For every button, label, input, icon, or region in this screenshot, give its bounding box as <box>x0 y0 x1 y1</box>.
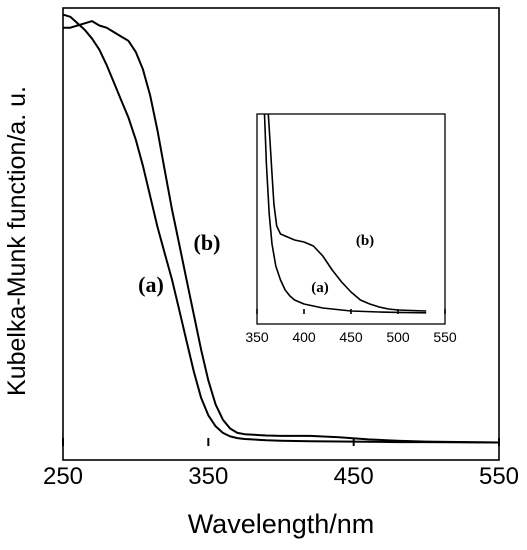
inset-x-tick-label: 500 <box>386 329 410 345</box>
main-series-label-b: (b) <box>194 230 221 255</box>
inset-x-ticks: 350 400 450 500 550 <box>245 309 457 345</box>
main-x-tick-label: 450 <box>334 463 374 490</box>
main-x-tick-label: 250 <box>43 463 83 490</box>
main-x-tick-label: 550 <box>479 463 519 490</box>
inset-x-tick-label: 350 <box>245 329 269 345</box>
inset-plot-frame <box>256 113 446 325</box>
inset-series-label-a: (a) <box>311 280 329 296</box>
inset-x-tick-label: 400 <box>292 329 316 345</box>
main-series-line-a <box>62 13 500 444</box>
inset-x-tick-label: 550 <box>433 329 457 345</box>
inset-x-tick-label: 450 <box>339 329 363 345</box>
inset-series-layer <box>263 113 427 314</box>
main-series-line-b <box>63 20 500 444</box>
x-axis-title: Wavelength/nm <box>188 509 375 539</box>
main-series-layer <box>62 13 500 444</box>
main-plot-frame <box>62 7 500 461</box>
y-axis-title: Kubelka-Munk function/a. u. <box>3 86 31 396</box>
inset-series-label-b: (b) <box>356 233 374 249</box>
main-series-label-a: (a) <box>138 272 164 297</box>
main-x-ticks: 250 350 450 550 <box>43 438 519 490</box>
inset-series-line-b <box>267 113 427 312</box>
main-x-tick-label: 350 <box>188 463 228 490</box>
inset-series-line-a <box>263 113 427 314</box>
